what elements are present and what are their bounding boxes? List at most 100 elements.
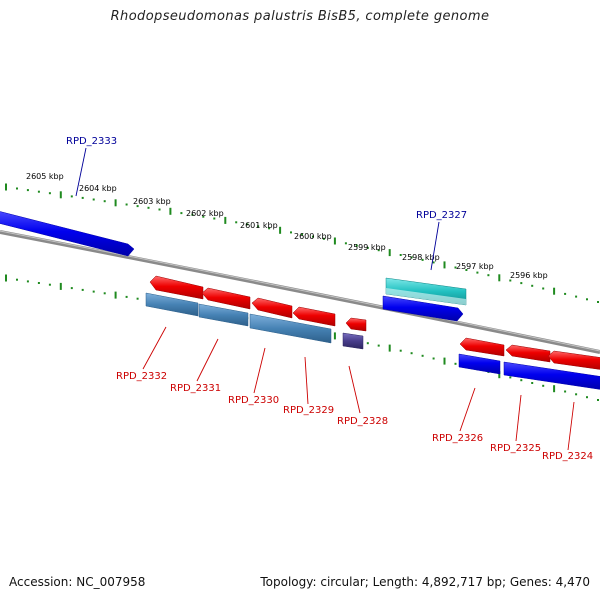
- scale-dot: [487, 274, 490, 277]
- scale-dot: [70, 287, 73, 290]
- gene-label-rpd-2332[interactable]: RPD_2332: [116, 371, 167, 382]
- gene-rpd-2325-reverse[interactable]: [505, 344, 551, 363]
- scale-dot: [26, 280, 29, 283]
- scale-dot: [344, 242, 347, 245]
- scale-dot: [37, 282, 40, 284]
- scale-tick: [5, 274, 7, 282]
- scale-dot: [410, 256, 413, 259]
- gene-label-rpd-2325[interactable]: RPD_2325: [490, 443, 541, 454]
- scale-dot: [564, 390, 567, 393]
- scale-dot: [92, 198, 95, 201]
- scale-label: 2600 kbp: [294, 232, 332, 241]
- scale-tick: [553, 287, 556, 295]
- scale-dot: [355, 244, 358, 247]
- gene-rpd-2326-reverse[interactable]: [459, 337, 505, 357]
- scale-dot: [81, 196, 84, 199]
- scale-dot: [597, 399, 599, 401]
- scale-tick: [553, 385, 556, 393]
- scale-dot: [366, 246, 369, 249]
- scale-dot: [542, 287, 545, 290]
- gene-label-rpd-2324[interactable]: RPD_2324: [542, 451, 593, 462]
- genome-backbone: [0, 230, 600, 354]
- scale-dot: [476, 271, 479, 274]
- gene-label-rpd-2326[interactable]: RPD_2326: [432, 433, 483, 444]
- scale-label: 2605 kbp: [26, 172, 64, 181]
- scale-dot: [575, 295, 578, 298]
- gene-label-rpd-2333[interactable]: RPD_2333: [66, 136, 117, 147]
- scale-dot: [235, 221, 238, 224]
- gene-forward-downstream[interactable]: [382, 295, 464, 322]
- gene-rpd-2328[interactable]: [342, 332, 364, 350]
- scale-tick: [333, 237, 336, 245]
- scale-dot: [454, 266, 457, 269]
- scale-dot: [290, 231, 292, 234]
- scale-tick: [498, 371, 501, 379]
- gene-rpd-2333[interactable]: [0, 211, 135, 257]
- genome-summary-text: Topology: circular; Length: 4,892,717 bp…: [260, 575, 590, 589]
- scale-dot: [147, 206, 150, 209]
- scale-dot: [191, 213, 194, 216]
- scale-dot: [575, 393, 578, 396]
- scale-dot: [213, 217, 216, 220]
- scale-dot: [26, 189, 29, 192]
- scale-tick: [224, 216, 227, 224]
- scale-label: 2603 kbp: [133, 197, 171, 206]
- scale-dot: [465, 269, 468, 271]
- scale-dot: [16, 187, 18, 190]
- scale-tick: [59, 282, 62, 290]
- scale-dot: [421, 354, 424, 357]
- scale-dot: [399, 254, 402, 256]
- gene-rpd-2330-reverse[interactable]: [251, 297, 293, 319]
- scale-dot: [531, 382, 534, 384]
- gene-rpd-2331[interactable]: [145, 292, 249, 327]
- scale-dot: [509, 279, 512, 282]
- gene-rpd-2325[interactable]: [503, 361, 600, 390]
- scale-tick: [5, 183, 7, 191]
- scale-dot: [48, 192, 51, 195]
- genome-backbone-highlight: [0, 230, 600, 352]
- scale-tick: [279, 226, 282, 234]
- scale-label: 2598 kbp: [402, 253, 440, 262]
- scale-tick: [114, 199, 117, 207]
- scale-tick: [169, 207, 172, 215]
- scale-dot: [268, 227, 271, 230]
- gene-label-rpd-2327[interactable]: RPD_2327: [416, 210, 467, 221]
- gene-label-rpd-2330[interactable]: RPD_2330: [228, 395, 279, 406]
- scale-dot: [531, 284, 534, 287]
- scale-dot: [37, 190, 40, 193]
- scale-tick: [443, 261, 446, 269]
- scale-dot: [377, 249, 380, 252]
- genome-title: Rhodopseudomonas palustris BisB5, comple…: [110, 9, 490, 24]
- accession-text: Accession: NC_007958: [9, 575, 146, 589]
- gene-rpd-2324-reverse[interactable]: [547, 350, 600, 370]
- scale-dot: [48, 283, 51, 286]
- scale-label: 2602 kbp: [186, 209, 224, 218]
- gene-label-rpd-2328[interactable]: RPD_2328: [337, 416, 388, 427]
- gene-rpd-2328-reverse[interactable]: [345, 317, 367, 332]
- scale-dot: [246, 223, 249, 226]
- scale-tick: [59, 191, 62, 199]
- gene-rpd-2326[interactable]: [458, 353, 501, 375]
- scale-tick: [333, 332, 336, 340]
- gene-label-rpd-2329[interactable]: RPD_2329: [283, 405, 334, 416]
- gene-rpd-2331-reverse[interactable]: [201, 287, 251, 310]
- scale-dot: [432, 357, 435, 360]
- scale-dot: [399, 349, 402, 352]
- scale-dot: [542, 384, 545, 387]
- scale-dot: [454, 362, 457, 365]
- scale-dot: [103, 200, 106, 203]
- scale-label: 2601 kbp: [240, 221, 278, 230]
- gene-rpd-2327[interactable]: [385, 277, 467, 306]
- scale-dot: [16, 278, 18, 281]
- scale-label: 2596 kbp: [510, 271, 548, 280]
- scale-dot: [322, 237, 325, 240]
- gene-label-rpd-2331[interactable]: RPD_2331: [170, 383, 221, 394]
- gene-rpd-2330[interactable]: [249, 313, 332, 344]
- gene-rpd-2329-reverse[interactable]: [292, 306, 336, 327]
- scale-dot: [136, 205, 139, 208]
- scale-dot: [564, 292, 567, 295]
- scale-dot: [520, 379, 523, 382]
- scale-dot: [597, 301, 599, 303]
- scale-dot: [103, 292, 106, 295]
